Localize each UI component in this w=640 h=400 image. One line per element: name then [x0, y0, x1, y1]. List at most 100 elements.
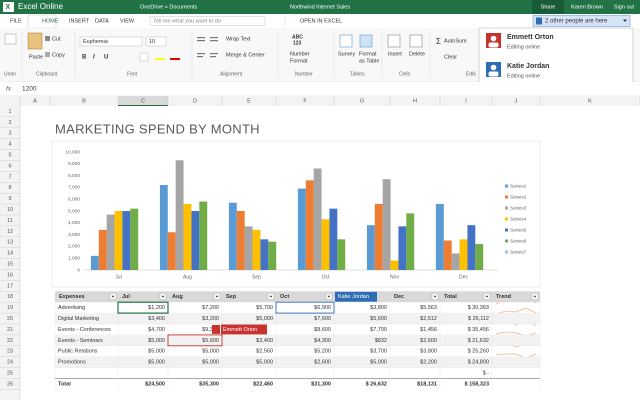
row-header: 8	[8, 185, 11, 191]
table-cell: Advertising	[58, 305, 85, 311]
menu-tab[interactable]: HOME	[42, 18, 59, 24]
table-cell: $4,300	[314, 338, 331, 344]
ribbon-label[interactable]: Undo	[4, 71, 16, 77]
table-icon[interactable]	[359, 34, 373, 48]
ribbon-button[interactable]: Paste	[29, 54, 43, 60]
undo-icon[interactable]	[4, 33, 17, 45]
ribbon-button[interactable]: AutoSum	[444, 38, 467, 44]
sign-out[interactable]: Sign out	[614, 4, 635, 10]
delete-icon[interactable]	[409, 34, 423, 48]
collaborator-tag-label: Emmett Orton	[223, 327, 257, 333]
search-box[interactable]	[149, 16, 266, 26]
group-label[interactable]: Number	[295, 71, 313, 77]
row-header: 18	[7, 294, 13, 300]
font-button[interactable]: B	[82, 55, 87, 61]
cut-icon[interactable]	[45, 36, 50, 41]
y-tick-label: 4,000	[68, 220, 80, 226]
total-cell: $35,300	[199, 381, 219, 387]
table-header-cell: Dec	[394, 294, 404, 300]
legend-label: Series3	[510, 205, 527, 211]
copy-icon[interactable]	[45, 52, 50, 57]
fill-color[interactable]	[155, 58, 165, 60]
group-label[interactable]: Tables	[350, 71, 365, 77]
ribbon-button[interactable]: as Table	[359, 58, 379, 64]
menu-tab[interactable]: FILE	[10, 18, 22, 24]
sigma-icon[interactable]: Σ	[436, 37, 441, 46]
menu-tab[interactable]: INSERT	[69, 18, 90, 24]
table-header-cell: Aug	[172, 294, 183, 300]
y-tick-label: 10,000	[65, 149, 80, 155]
share-label[interactable]: Share	[541, 4, 556, 10]
table-cell: $ 21,632	[468, 338, 489, 344]
ribbon-button[interactable]: Wrap Text	[226, 36, 251, 42]
ribbon-button[interactable]: Format	[359, 51, 377, 57]
presence-button[interactable]	[532, 15, 631, 27]
font-size-box[interactable]	[145, 36, 167, 47]
column-header: C	[141, 99, 145, 105]
ribbon-button[interactable]: Cut	[52, 36, 61, 42]
bar	[244, 226, 253, 270]
font-button[interactable]: I	[93, 55, 95, 61]
group-label[interactable]: Alignment	[220, 71, 243, 77]
font-name-box[interactable]	[79, 36, 143, 47]
open-in-excel[interactable]: OPEN IN EXCEL	[300, 18, 342, 24]
font-button[interactable]: U	[104, 55, 108, 61]
font-size[interactable]: 10	[149, 39, 155, 45]
collaborator-cell	[167, 334, 223, 347]
group-label[interactable]: Cells	[399, 71, 411, 77]
presence-panel	[478, 27, 634, 91]
row-header: 12	[7, 229, 13, 235]
table-header-cell: Expenses	[59, 294, 85, 300]
avatar-head	[490, 35, 497, 42]
border-button[interactable]	[139, 52, 149, 62]
table-header-cell: Jul	[122, 294, 130, 300]
insert-icon[interactable]	[387, 34, 401, 48]
legend-swatch	[505, 184, 508, 188]
ribbon-button[interactable]: Insert	[388, 51, 402, 57]
ribbon-button[interactable]: Delete	[409, 51, 425, 57]
column-header: B	[82, 99, 86, 105]
ribbon-button[interactable]: Clear	[444, 54, 457, 60]
band-row	[55, 356, 540, 368]
ribbon-button[interactable]: Merge & Center	[226, 52, 265, 58]
table-cell: $5,000	[370, 360, 387, 366]
ribbon-button[interactable]: Number	[290, 51, 310, 57]
user-name[interactable]: Karen Brown	[571, 4, 603, 10]
number-icon[interactable]: 123	[293, 40, 302, 46]
presence-label[interactable]: 2 other people are here	[545, 19, 608, 25]
menu-tab[interactable]: VIEW	[120, 18, 135, 24]
bar	[321, 219, 330, 270]
table-cell: $5,700	[256, 305, 273, 311]
search-placeholder[interactable]: Tell me what you want to do	[153, 18, 221, 24]
ribbon-button[interactable]: Format	[290, 58, 308, 64]
group-label[interactable]: Editi	[466, 71, 476, 77]
table-cell: $5,563	[420, 305, 437, 311]
filter-arrow	[161, 295, 165, 298]
formula-value[interactable]: 1200	[22, 86, 37, 93]
number-icon[interactable]: ABC	[292, 34, 303, 40]
sparklines	[495, 297, 537, 359]
survey-icon[interactable]	[339, 34, 353, 48]
group-label[interactable]: Font	[127, 71, 138, 77]
row-header: 26	[7, 381, 13, 387]
font-name[interactable]: Euphemia	[83, 39, 109, 45]
bar	[366, 225, 375, 270]
paste-icon[interactable]	[27, 32, 43, 50]
ribbon-button[interactable]: Copy	[52, 52, 65, 58]
collaborator-name: Emmett Orton	[507, 34, 554, 41]
y-tick-label: 7,000	[68, 185, 80, 191]
row-header: 3	[8, 131, 11, 137]
ribbon-button[interactable]: Survey	[338, 51, 355, 57]
menu-tab[interactable]: DATA	[95, 18, 109, 24]
row-header: 5	[8, 153, 11, 159]
y-tick-label: 5,000	[68, 208, 80, 214]
table-cell: $8,600	[314, 327, 331, 333]
font-color[interactable]	[170, 58, 180, 60]
table-cell: $5,000	[148, 360, 165, 366]
column-header: F	[303, 99, 307, 105]
share-button[interactable]	[532, 0, 564, 14]
breadcrumb[interactable]: OneDrive » Documents	[140, 4, 197, 10]
alignment-icons[interactable]	[197, 37, 218, 58]
group-label[interactable]: Clipboard	[36, 71, 58, 77]
